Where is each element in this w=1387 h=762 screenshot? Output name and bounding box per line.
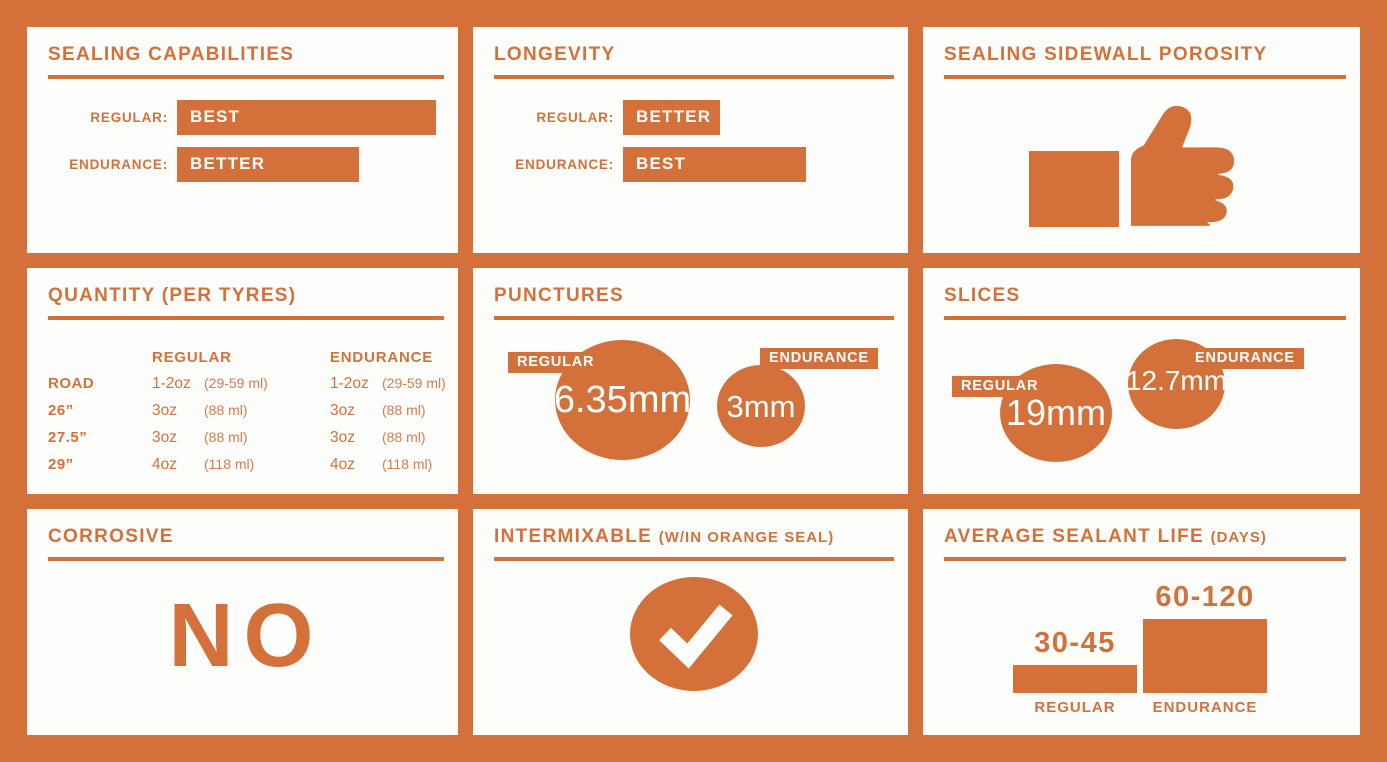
endurance-bar: BEST (623, 146, 806, 182)
title-underline (48, 315, 444, 320)
endurance-bar: BETTER (177, 146, 359, 182)
title-underline (48, 556, 444, 561)
regular-label-tab: REGULAR (952, 376, 1048, 398)
row-label: 29” (48, 455, 74, 473)
thumbs-up-icon (1029, 104, 1241, 227)
endurance-slice-bubble: 12.7mm (1126, 339, 1227, 429)
title-underline (48, 74, 444, 79)
regular-puncture-bubble: 6.35mm (554, 340, 691, 460)
card-title: SEALING CAPABILITIES (48, 44, 295, 65)
title-main: AVERAGE SEALANT LIFE (944, 526, 1204, 547)
card-corrosive: CORROSIVE NO (27, 509, 458, 735)
endurance-bar (1143, 619, 1267, 693)
regular-label: REGULAR: (536, 109, 614, 125)
title-underline (494, 315, 894, 320)
bar-column-endurance: 60-120 ENDURANCE (1143, 581, 1267, 716)
cell-regular-oz: 1-2oz (152, 374, 191, 392)
title-underline (944, 74, 1346, 79)
card-title: PUNCTURES (494, 285, 624, 306)
card-title: CORROSIVE (48, 526, 174, 547)
cell-endurance-oz: 4oz (330, 455, 355, 473)
bar-value-label: 30-45 (1034, 627, 1116, 659)
bar-category-label: ENDURANCE (1152, 699, 1258, 716)
cell-endurance-ml: (88 ml) (382, 428, 426, 445)
card-quantity: QUANTITY (PER TYRES) REGULAR ENDURANCE R… (27, 268, 458, 494)
title-underline (494, 74, 894, 79)
card-title: SLICES (944, 285, 1021, 306)
card-slices: SLICES 19mm 12.7mm REGULAR ENDURANCE (923, 268, 1360, 494)
cell-regular-ml: (118 ml) (204, 455, 255, 472)
title-underline (944, 556, 1346, 561)
thumbs-up-hand-icon (1131, 105, 1235, 226)
longevity-bars: REGULAR: BETTER ENDURANCE: BEST (494, 99, 894, 182)
cell-endurance-oz: 3oz (330, 428, 355, 446)
meter-row-regular: REGULAR: BEST (48, 99, 444, 135)
card-sealing-capabilities: SEALING CAPABILITIES REGULAR: BEST ENDUR… (27, 27, 458, 253)
card-title: AVERAGE SEALANT LIFE (DAYS) (944, 526, 1346, 548)
card-sidewall-porosity: SEALING SIDEWALL POROSITY (923, 27, 1360, 253)
title-main: INTERMIXABLE (494, 526, 653, 547)
card-title: QUANTITY (PER TYRES) (48, 285, 297, 306)
cell-endurance-ml: (88 ml) (382, 401, 426, 418)
sleeve-square-shape (1029, 151, 1119, 227)
meter-row-endurance: ENDURANCE: BEST (494, 146, 894, 182)
card-sealant-life: AVERAGE SEALANT LIFE (DAYS) 30-45 REGULA… (923, 509, 1360, 735)
regular-bar: BETTER (623, 99, 720, 135)
cell-regular-ml: (88 ml) (204, 401, 248, 418)
card-title: SEALING SIDEWALL POROSITY (944, 44, 1268, 65)
sealing-capabilities-bars: REGULAR: BEST ENDURANCE: BETTER (48, 99, 444, 182)
cell-regular-oz: 3oz (152, 401, 177, 419)
corrosive-answer: NO (168, 585, 324, 686)
column-header-regular: REGULAR (152, 348, 232, 366)
card-punctures: PUNCTURES 6.35mm 3mm REGULAR ENDURANCE (473, 268, 908, 494)
bar-column-regular: 30-45 REGULAR (1013, 627, 1137, 716)
quantity-table: REGULAR ENDURANCE ROAD 1-2oz (29-59 ml) … (48, 348, 446, 474)
row-label: ROAD (48, 374, 95, 392)
cell-endurance-oz: 1-2oz (330, 374, 369, 392)
endurance-puncture-bubble: 3mm (717, 365, 805, 447)
row-label: 26” (48, 401, 74, 419)
card-title: INTERMIXABLE (W/IN ORANGE SEAL) (494, 526, 894, 548)
title-suffix: (W/IN ORANGE SEAL) (658, 529, 835, 546)
cell-regular-ml: (88 ml) (204, 428, 248, 445)
column-header-endurance: ENDURANCE (330, 348, 434, 366)
meter-row-endurance: ENDURANCE: BETTER (48, 146, 444, 182)
bar-value-label: 60-120 (1155, 581, 1255, 613)
cell-endurance-ml: (118 ml) (382, 455, 433, 472)
regular-bar: BEST (177, 99, 436, 135)
regular-bar (1013, 665, 1137, 693)
row-label: 27.5” (48, 428, 88, 446)
endurance-label-tab: ENDURANCE (760, 348, 878, 370)
cell-endurance-oz: 3oz (330, 401, 355, 419)
endurance-label: ENDURANCE: (69, 156, 168, 172)
endurance-label: ENDURANCE: (515, 156, 614, 172)
cell-endurance-ml: (29-59 ml) (382, 374, 446, 391)
cell-regular-oz: 3oz (152, 428, 177, 446)
title-underline (494, 556, 894, 561)
card-intermixable: INTERMIXABLE (W/IN ORANGE SEAL) (473, 509, 908, 735)
checkmark-circle-icon (494, 576, 894, 691)
regular-label-tab: REGULAR (508, 352, 604, 374)
cell-regular-oz: 4oz (152, 455, 177, 473)
bar-category-label: REGULAR (1034, 699, 1116, 716)
meter-row-regular: REGULAR: BETTER (494, 99, 894, 135)
cell-regular-ml: (29-59 ml) (204, 374, 268, 391)
title-underline (944, 315, 1346, 320)
checkmark-icon (630, 576, 758, 691)
card-title: LONGEVITY (494, 44, 616, 65)
card-longevity: LONGEVITY REGULAR: BETTER ENDURANCE: BES… (473, 27, 908, 253)
regular-label: REGULAR: (90, 109, 168, 125)
title-suffix: (DAYS) (1210, 529, 1267, 546)
endurance-label-tab: ENDURANCE (1186, 348, 1304, 370)
